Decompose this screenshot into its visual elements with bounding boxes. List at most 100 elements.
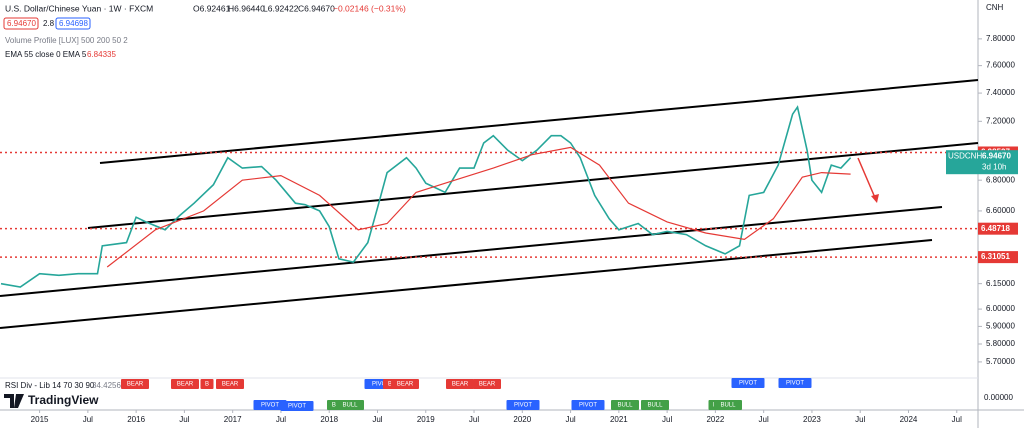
level-label: 6.48718 <box>981 224 1010 233</box>
level-tag <box>978 251 1018 264</box>
signal-label: BEAR <box>177 382 194 388</box>
signal-tag <box>200 379 214 389</box>
signal-tag <box>391 379 419 389</box>
x-tick-label: 2024 <box>900 415 918 424</box>
signal-tag <box>778 378 812 388</box>
signal-label: B <box>205 382 209 388</box>
spread: 2.8 <box>43 19 55 28</box>
y-tick-label: 6.60000 <box>986 206 1015 215</box>
signal-tag <box>280 401 314 411</box>
x-tick-label: 2019 <box>417 415 435 424</box>
signal-tag <box>641 400 669 410</box>
x-tick-label: Jul <box>759 415 769 424</box>
signal-label: PIVOT <box>786 381 804 387</box>
signal-tag <box>714 400 742 410</box>
price-axis <box>978 0 1024 428</box>
signal-label: BULL <box>647 403 663 409</box>
x-tick-label: 2015 <box>31 415 49 424</box>
signal-label: BEAR <box>452 382 469 388</box>
y-tick-label: 7.40000 <box>986 88 1015 97</box>
x-tick-label: 2022 <box>706 415 724 424</box>
rsi-label: RSI Div - Lib 14 70 30 90 <box>5 381 95 390</box>
signal-tag <box>571 400 605 410</box>
box <box>55 17 91 30</box>
x-tick-label: 2017 <box>224 415 242 424</box>
signal-tag <box>446 379 474 389</box>
ask: 6.94698 <box>59 19 88 28</box>
signal-label: BULL <box>342 403 358 409</box>
ohlc: C6.94670 <box>298 3 335 13</box>
x-tick-label: Jul <box>83 415 93 424</box>
arrow <box>857 157 877 201</box>
ohlc: H6.96440 <box>228 3 265 13</box>
change: −0.02146 (−0.31%) <box>333 3 406 13</box>
x-tick-label: Jul <box>372 415 382 424</box>
channel-line <box>0 239 933 329</box>
signal-tag <box>731 378 765 388</box>
logo <box>4 394 24 408</box>
rsi-value: 34.42562 <box>92 381 126 390</box>
y-tick-label: 6.00000 <box>986 304 1015 313</box>
channel-line <box>0 206 943 297</box>
title: U.S. Dollar/Chinese Yuan · 1W · FXCM <box>5 3 153 13</box>
x-tick-label: Jul <box>469 415 479 424</box>
bid: 6.94670 <box>7 19 36 28</box>
x-tick-label: 2018 <box>320 415 338 424</box>
signal-label: PIVOT <box>372 382 390 388</box>
signal-tag <box>171 379 199 389</box>
indicator: Volume Profile [LUX] 500 200 50 2 <box>5 36 128 45</box>
signal-tag <box>611 400 639 410</box>
series-line <box>106 146 851 268</box>
level-tag <box>978 222 1018 235</box>
signal-label: BEAR <box>222 382 239 388</box>
y-tick-label: 5.70000 <box>986 357 1015 366</box>
signal-label: BEAR <box>479 382 496 388</box>
y-tick-label: 7.60000 <box>986 61 1015 70</box>
x-tick-label: Jul <box>952 415 962 424</box>
signal-label: BEAR <box>397 382 414 388</box>
y-tick-label: 7.20000 <box>986 116 1015 125</box>
ema-value: 6.84335 <box>87 50 116 59</box>
x-tick-label: Jul <box>565 415 575 424</box>
signal-tag <box>506 400 540 410</box>
y-tick-label: 7.80000 <box>986 34 1015 43</box>
signal-tag <box>473 379 501 389</box>
countdown: 3d 10h <box>982 162 1006 171</box>
price-tag <box>946 150 1018 175</box>
signal-label: BULL <box>617 403 633 409</box>
x-tick-label: Jul <box>276 415 286 424</box>
signal-label: PIVOT <box>739 381 757 387</box>
signal-tag <box>216 379 244 389</box>
signal-label: PIVOT <box>288 404 306 410</box>
signal-label: BEAR <box>127 382 144 388</box>
x-tick-label: Jul <box>179 415 189 424</box>
ohlc: O6.92461 <box>193 3 231 13</box>
symbol: USDCNH <box>948 151 982 160</box>
channel-line <box>99 79 979 164</box>
brand: TradingView <box>28 393 99 407</box>
y-tick-label: 6.15000 <box>986 279 1015 288</box>
indicator: EMA 55 close 0 EMA 5 <box>5 50 87 59</box>
y-tick-label: 6.80000 <box>986 175 1015 184</box>
x-tick-label: 2016 <box>127 415 145 424</box>
arrow-head <box>871 194 879 203</box>
x-tick-label: 2021 <box>610 415 628 424</box>
series-line <box>0 105 852 288</box>
x-tick-label: Jul <box>855 415 865 424</box>
channel-line <box>87 142 979 229</box>
level-label: 6.31051 <box>981 252 1010 261</box>
box <box>3 17 39 30</box>
x-tick-label: 2020 <box>513 415 531 424</box>
signal-label: PIVOT <box>261 403 279 409</box>
x-tick-label: 2023 <box>803 415 821 424</box>
signal-tag <box>121 379 149 389</box>
signal-label: PIVOT <box>514 403 532 409</box>
last-price: 6.94670 <box>982 151 1011 160</box>
signal-tag <box>336 400 364 410</box>
axis-unit: CNH <box>986 3 1004 12</box>
x-tick-label: Jul <box>662 415 672 424</box>
y-tick-label: 5.80000 <box>986 339 1015 348</box>
channel-lines <box>0 79 979 329</box>
signal-label: PIVOT <box>579 403 597 409</box>
